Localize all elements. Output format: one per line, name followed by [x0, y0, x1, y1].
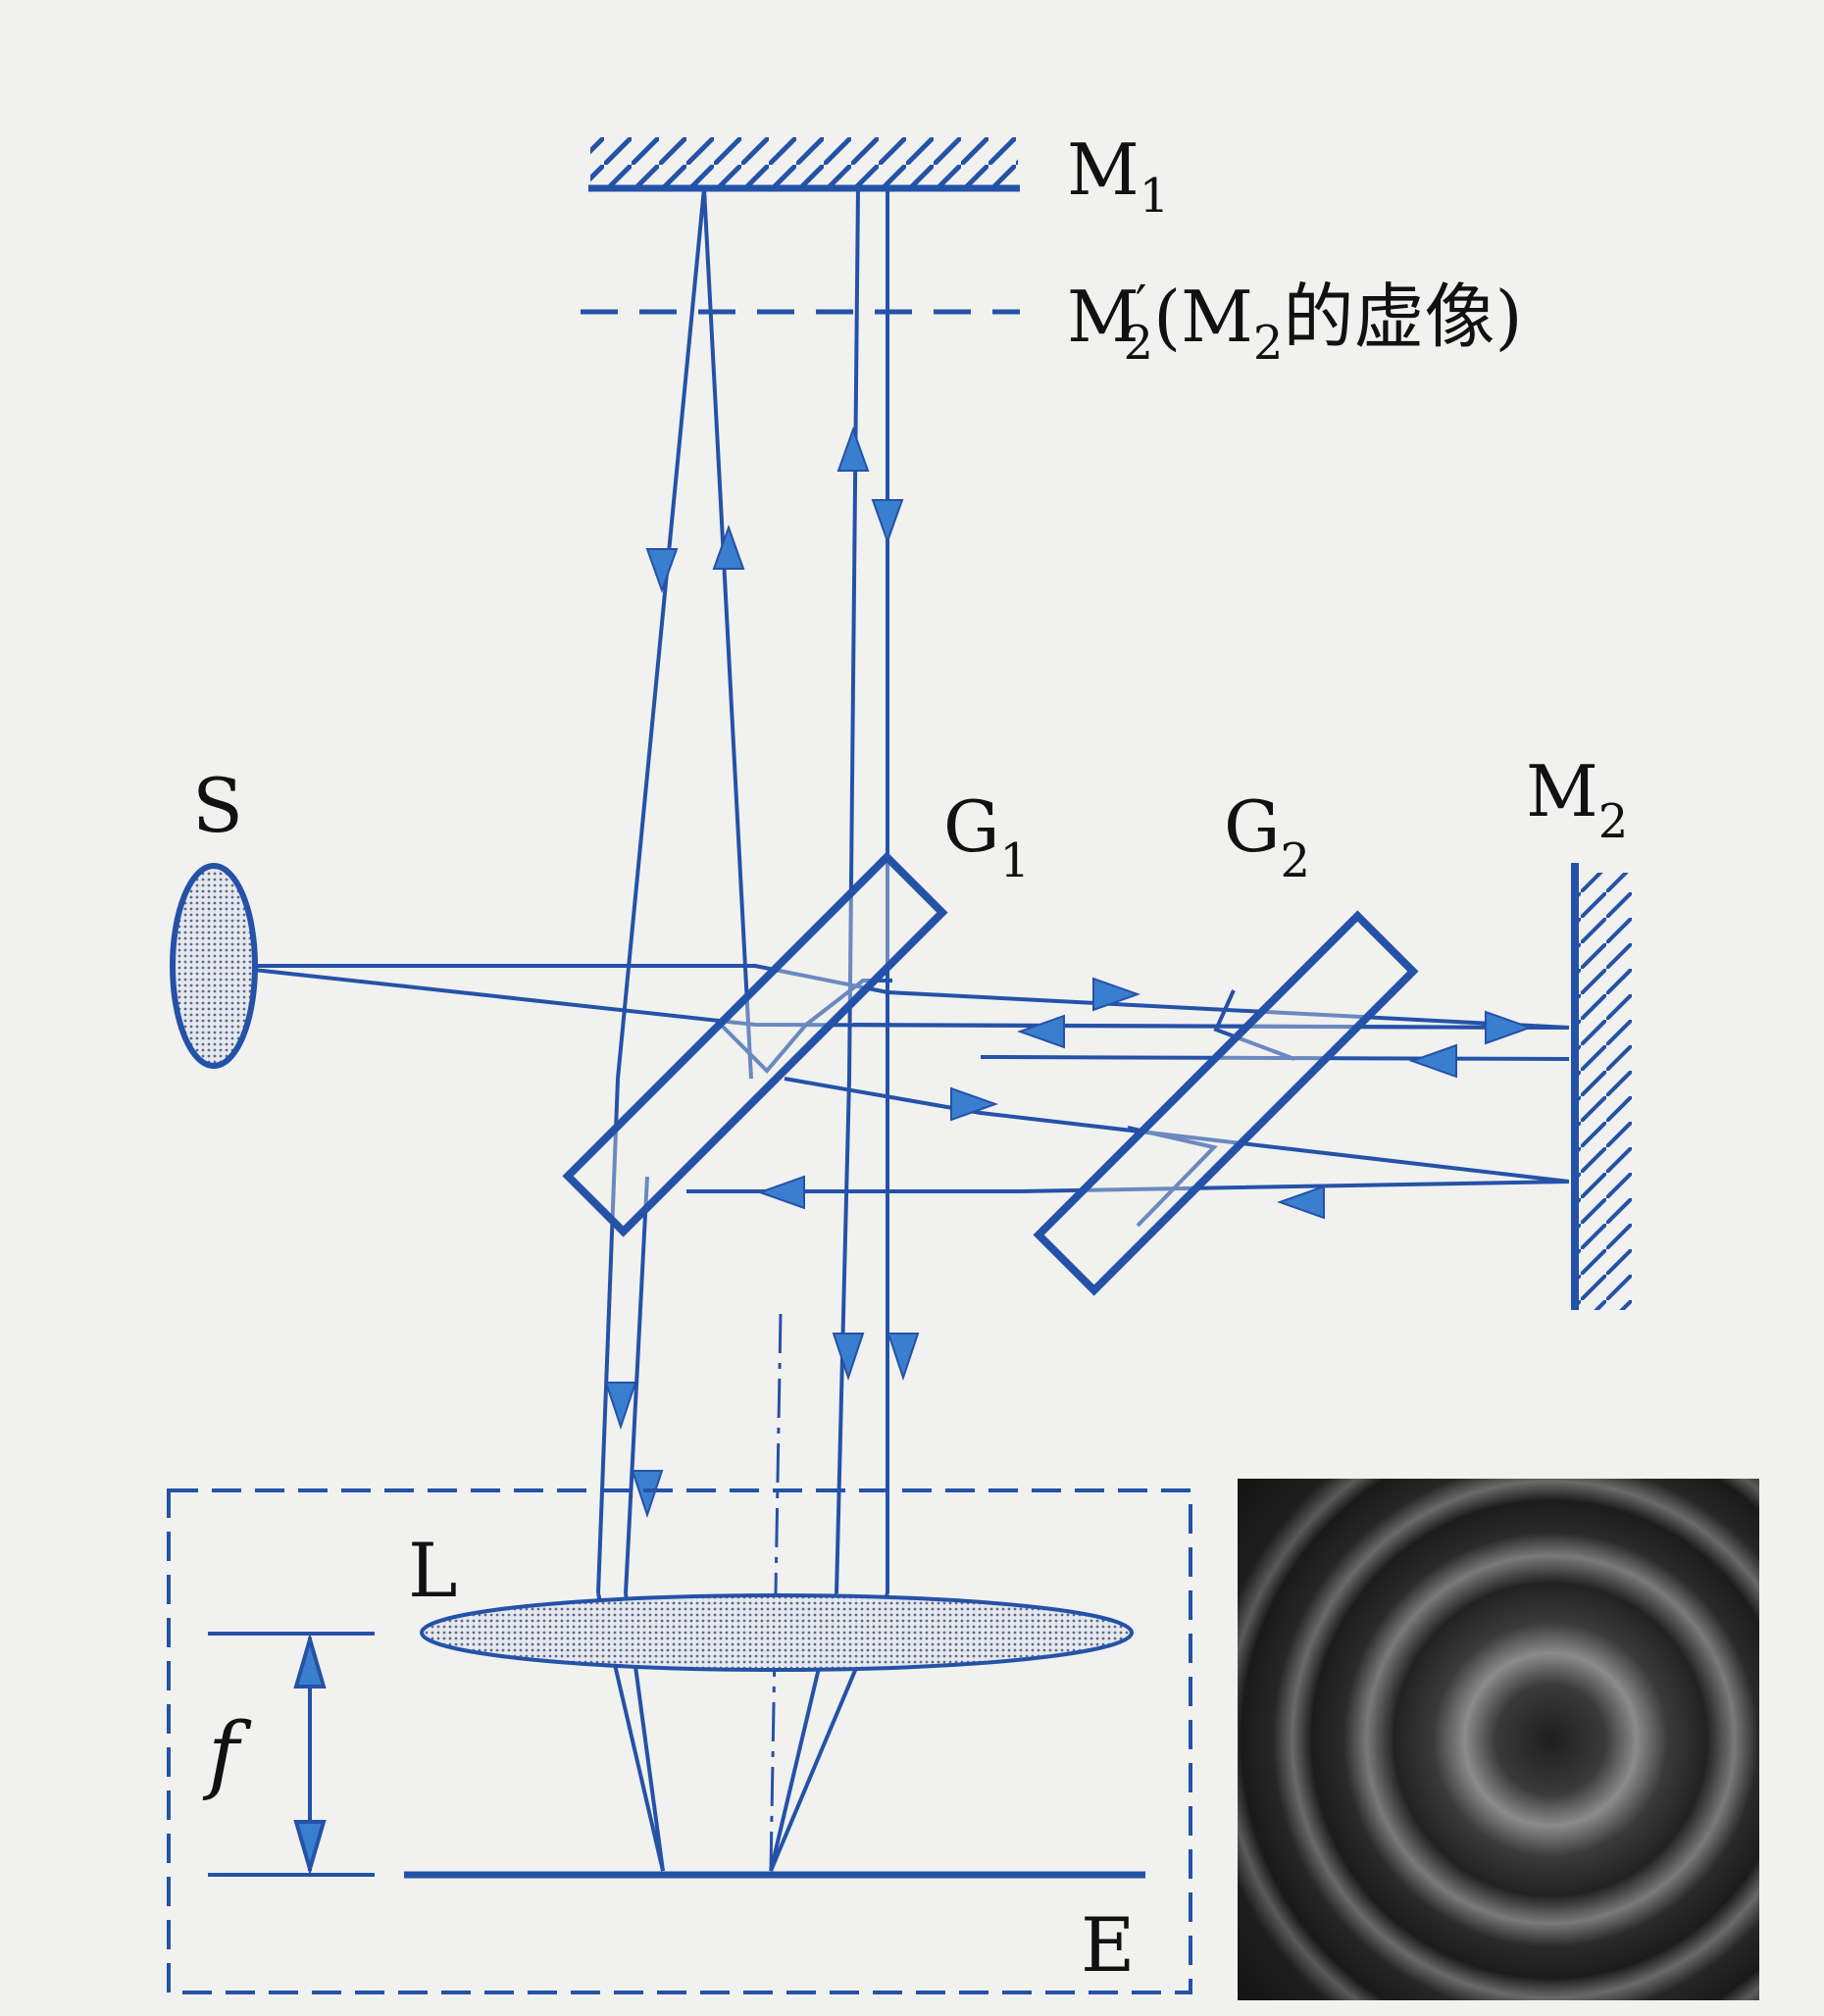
- label-m2: M2: [1526, 750, 1628, 849]
- lens-screen-enclosure: [167, 1488, 1192, 1994]
- lens-l: [420, 1593, 1134, 1672]
- label-focal-f: f: [202, 1705, 252, 1803]
- focal-length-marker: [208, 1632, 375, 1877]
- mirror-m2: [1571, 863, 1632, 1310]
- label-m2-virtual: M′ 2(M2的虚像): [1067, 276, 1523, 371]
- ray-arrows: [604, 427, 1533, 1519]
- label-source-s: S: [192, 762, 243, 849]
- label-lens-l: L: [408, 1527, 457, 1614]
- label-g2: G2: [1224, 785, 1310, 888]
- mirror-m1: [588, 137, 1020, 192]
- beam-splitter-g1: [562, 851, 948, 1237]
- optical-axis: [769, 1313, 783, 1872]
- label-m1: M1: [1067, 128, 1169, 224]
- label-g1: G1: [943, 785, 1030, 888]
- light-source-s: [170, 863, 258, 1069]
- label-screen-e: E: [1081, 1901, 1135, 1989]
- interference-fringe-photo: [1238, 1479, 1759, 2000]
- compensator-plate-g2: [1033, 910, 1419, 1296]
